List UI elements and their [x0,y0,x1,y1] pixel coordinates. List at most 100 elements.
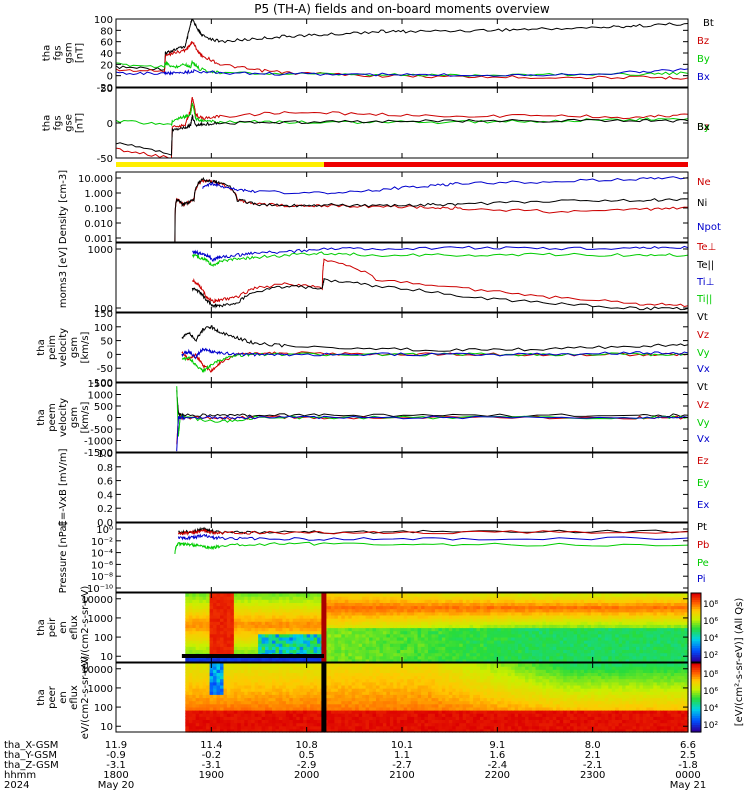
spectrogram-cell [403,618,408,622]
spectrogram-cell [233,658,238,663]
spectrogram-cell [455,636,460,641]
spectrogram-cell [514,599,519,603]
spectrogram-cell [615,649,620,654]
spectrogram-cell [448,615,453,619]
spectrogram-cell [674,649,679,654]
spectrogram-cell [365,678,370,683]
spectrogram-cell [254,681,259,686]
spectrogram-cell [240,666,245,670]
spectrogram-cell [195,605,200,610]
spectrogram-cell [233,728,238,733]
spectrogram-cell [532,649,537,654]
spectrogram-cell [275,636,280,641]
spectrogram-cell [556,646,561,650]
spectrogram-cell [559,611,564,616]
spectrogram-cell [254,697,259,702]
spectrogram-cell [226,700,231,705]
spectrogram-cell [545,658,550,663]
spectrogram-cell [306,703,311,708]
spectrogram-cell [233,593,238,597]
spectrogram-cell [296,608,301,613]
spectrogram-cell [681,624,686,629]
y-tick-label: 0.001 [84,234,113,245]
spectrogram-cell [355,608,360,613]
spectrogram-cell [285,643,290,647]
spectrogram-cell [410,608,415,613]
spectrogram-cell [299,640,304,644]
spectrogram-cell [646,621,651,625]
spectrogram-cell [192,608,197,613]
spectrogram-cell [618,649,623,654]
spectrogram-cell [199,675,204,680]
spectrogram-cell [285,611,290,616]
spectrogram-cell [393,621,398,625]
spectrogram-cell [292,716,297,720]
spectrogram-cell [670,602,675,607]
spectrogram-cell [317,722,322,727]
spectrogram-cell [684,596,689,600]
spectrogram-cell [303,649,308,654]
spectrogram-cell [216,640,221,644]
spectrogram-cell [216,672,221,677]
spectrogram-cell [344,640,349,644]
spectrogram-cell [514,611,519,616]
spectrogram-cell [393,636,398,641]
spectrogram-cell [188,669,193,673]
spectrogram-cell [434,615,439,619]
spectrogram-cell [525,593,530,597]
spectrogram-cell [306,599,311,603]
spectrogram-cell [570,649,575,654]
spectrogram-cell [310,681,315,686]
spectrogram-cell [518,633,523,638]
spectrogram-cell [209,599,214,603]
spectrogram-cell [202,605,207,610]
spectrogram-cell [254,675,259,680]
spectrogram-cell [538,643,543,647]
spectrogram-cell [570,608,575,613]
spectrogram-cell [382,681,387,686]
spectrogram-cell [584,640,589,644]
spectrogram-cell [351,611,356,616]
spectrogram-cell [570,624,575,629]
spectrogram-cell [358,596,363,600]
spectrogram-cell [258,630,263,635]
spectrogram-cell [306,658,311,663]
spectrogram-cell [358,722,363,727]
spectrogram-cell [362,611,367,616]
spectrogram-cell [573,633,578,638]
spectrogram-cell [292,713,297,717]
spectrogram-cell [642,658,647,663]
spectrogram-cell [445,596,450,600]
spectrogram-cell [376,663,381,667]
spectrogram-cell [500,605,505,610]
y-axis-label: E=-VxB [mV/m] [58,448,69,526]
spectrogram-cell [341,624,346,629]
spectrogram-cell [272,636,277,641]
spectrogram-cell [417,655,422,660]
spectrogram-cell [369,675,374,680]
spectrogram-cell [358,719,363,724]
spectrogram-cell [292,691,297,695]
colorbar-segment [691,643,701,647]
spectrogram-cell [223,675,228,680]
spectrogram-cell [559,649,564,654]
spectrogram-cell [549,636,554,641]
spectrogram-cell [587,615,592,619]
spectrogram-cell [313,621,318,625]
spectrogram-cell [254,688,259,692]
spectrogram-cell [358,669,363,673]
spectrogram-cell [285,669,290,673]
spectrogram-cell [462,655,467,660]
spectrogram-cell [213,722,218,727]
spectrogram-cell [636,646,641,650]
spectrogram-cell [434,605,439,610]
spectrogram-cell [185,602,190,607]
spectrogram-cell [393,672,398,677]
spectrogram-cell [518,602,523,607]
spectrogram-cell [185,666,190,670]
spectrogram-cell [500,618,505,622]
spectrogram-cell [608,655,613,660]
spectrogram-cell [213,636,218,641]
spectrogram-cell [327,605,332,610]
spectrogram-cell [642,652,647,657]
